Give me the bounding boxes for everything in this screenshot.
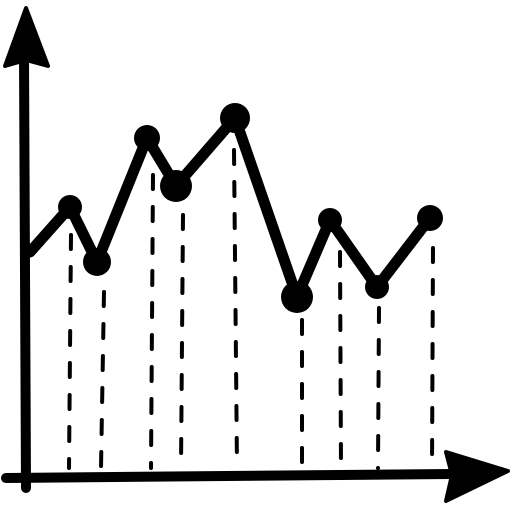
point [318, 208, 342, 232]
y-axis [19, 50, 31, 493]
drop-line [67, 233, 73, 470]
drop-line [430, 246, 435, 470]
data-points [58, 103, 443, 313]
drop-line [149, 173, 155, 470]
point [365, 275, 389, 299]
point [160, 170, 192, 202]
drop-line [338, 250, 343, 470]
point [220, 103, 250, 133]
point [83, 248, 111, 276]
drop-line [232, 148, 239, 470]
drop-lines [67, 148, 435, 470]
point [58, 195, 82, 219]
point [281, 281, 313, 313]
point [134, 125, 160, 151]
drop-line [376, 306, 381, 470]
drop-line [99, 290, 106, 470]
x-axis [1, 469, 457, 483]
y-axis-arrow [3, 6, 50, 68]
point [417, 205, 443, 231]
drop-line [179, 213, 185, 470]
x-axis-arrow [444, 450, 510, 503]
data-line [24, 112, 436, 303]
axes [1, 50, 457, 493]
